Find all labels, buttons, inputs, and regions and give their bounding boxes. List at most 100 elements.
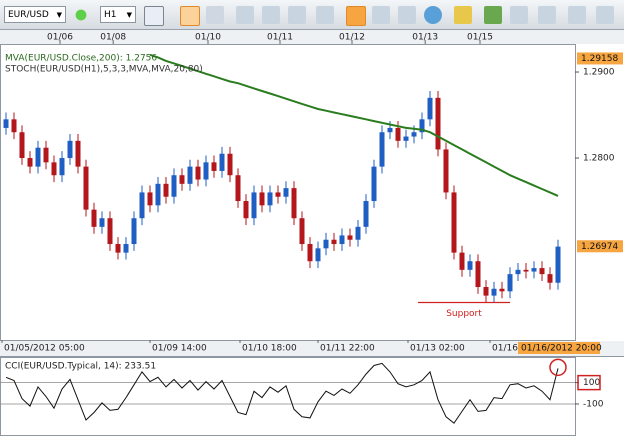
candle-body	[531, 268, 537, 272]
image-button[interactable]	[484, 6, 502, 24]
candle-body	[115, 244, 121, 253]
symbol-select[interactable]: EUR/USD ▼	[4, 6, 66, 23]
template-button[interactable]	[180, 6, 200, 26]
time-axis-bar	[0, 341, 624, 356]
globe-button[interactable]	[424, 6, 442, 24]
search-button[interactable]	[288, 6, 306, 24]
candle-body	[67, 140, 73, 159]
candle-body	[275, 192, 281, 197]
zoom-button[interactable]	[316, 6, 334, 24]
level-highlight	[577, 374, 601, 391]
ruler-button[interactable]	[454, 6, 472, 24]
candle-body	[259, 192, 265, 206]
candle-body	[3, 119, 9, 128]
dropdown-arrow: ▼	[126, 11, 132, 19]
top-x-tick-label: 01/10	[195, 33, 221, 43]
candle-body	[331, 239, 337, 245]
candle-body	[339, 235, 345, 245]
top-x-tick-label: 01/11	[267, 33, 293, 43]
candle-body	[227, 153, 233, 176]
candle-body	[459, 252, 465, 270]
crosshair-button[interactable]	[346, 6, 366, 26]
symbol: EUR/USD	[8, 10, 49, 20]
candle-body	[219, 153, 225, 171]
x-tick-label: 01/10 18:00	[242, 344, 297, 354]
top-x-tick-label: 01/12	[339, 33, 365, 43]
candle-body	[235, 175, 241, 202]
x-tick-label: 01/13 02:00	[410, 344, 465, 354]
candle-body	[179, 175, 185, 184]
candle-body	[499, 288, 505, 292]
cursor-button[interactable]	[372, 6, 390, 24]
candle-body	[131, 218, 137, 245]
candle-body	[443, 149, 449, 193]
candle-body	[411, 132, 417, 137]
candle-body	[195, 166, 201, 180]
candle-body	[51, 162, 57, 176]
candle-body	[43, 147, 49, 163]
candle-body	[19, 132, 25, 159]
time-marker	[518, 342, 600, 354]
top-x-tick-label: 01/06	[47, 33, 73, 43]
candle-body	[83, 166, 89, 210]
series-line	[5, 362, 559, 424]
candle-body	[347, 235, 353, 240]
price-marker-label: 1.29158	[581, 54, 618, 64]
price-marker	[577, 52, 623, 65]
candle-body	[555, 246, 561, 283]
candle-body	[163, 183, 169, 197]
legend-entry: STOCH(EUR/USD(H1),5,3,3,MVA,MVA,20,80)	[5, 65, 203, 75]
x-tick-label: 01/09 14:00	[152, 344, 207, 354]
candle-body	[107, 218, 113, 245]
candle-body	[211, 162, 217, 171]
properties-button[interactable]	[510, 6, 528, 24]
candle-body	[451, 192, 457, 253]
zoom-in-button[interactable]	[236, 6, 254, 24]
candle-body	[315, 248, 321, 262]
candle-body	[363, 201, 369, 227]
y-tick-label: -100	[583, 399, 604, 409]
candle-body	[243, 201, 249, 219]
candle-body	[467, 261, 473, 270]
candle-body	[139, 192, 145, 219]
candle-body	[483, 287, 489, 296]
timeframe-select[interactable]: H1 ▼	[100, 6, 136, 23]
candle-body	[379, 132, 385, 167]
draw-button[interactable]	[538, 6, 556, 24]
layout-button[interactable]	[206, 6, 224, 24]
candle-body	[547, 274, 553, 283]
candle-body	[355, 226, 361, 240]
chart-type-button[interactable]	[144, 6, 164, 26]
candle-body	[27, 158, 33, 167]
zoom-out-button[interactable]	[262, 6, 280, 24]
candle-body	[267, 192, 273, 206]
candle-body	[155, 183, 161, 206]
candle-body	[435, 97, 441, 150]
annotation-label: Support	[446, 309, 482, 319]
cci-panel	[0, 357, 576, 436]
candle-body	[523, 269, 529, 272]
timeframe: H1	[104, 10, 117, 20]
candle-body	[291, 188, 297, 219]
candle-body	[371, 166, 377, 202]
price-marker	[577, 240, 623, 253]
settings-button[interactable]	[568, 6, 586, 24]
candle-body	[323, 239, 329, 249]
candle-body	[387, 127, 393, 133]
candle-body	[307, 244, 313, 262]
more-button[interactable]	[596, 6, 614, 24]
scroll-button[interactable]	[398, 6, 416, 24]
main-panel	[0, 44, 576, 341]
x-tick-label: 01/16 00:00	[492, 344, 547, 354]
candle-body	[75, 140, 81, 167]
candle-body	[99, 218, 105, 227]
time-marker-label: 01/16/2012 20:00	[521, 344, 602, 354]
x-tick-label: 01/05/2012 05:00	[4, 344, 85, 354]
candle-body	[91, 209, 97, 227]
candle-body	[427, 97, 433, 120]
connect-button[interactable]	[72, 6, 90, 24]
x-tick-label: 01/11 22:00	[320, 344, 375, 354]
candle-body	[539, 268, 545, 275]
